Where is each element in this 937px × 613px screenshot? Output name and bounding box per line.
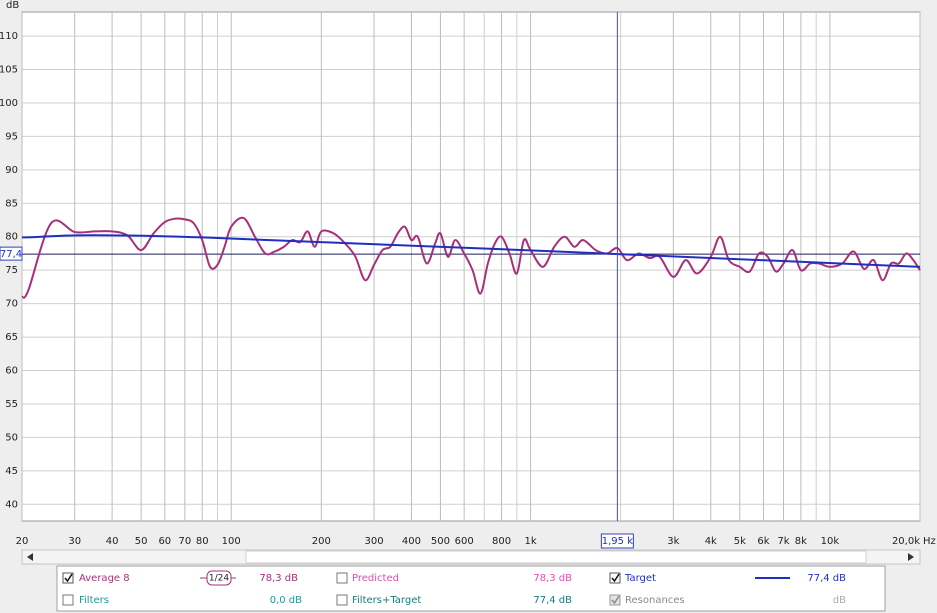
- x-tick-label: 70: [178, 536, 191, 547]
- x-tick-label: 3k: [667, 536, 679, 547]
- x-tick-label: 800: [492, 536, 511, 547]
- checkbox[interactable]: [62, 594, 74, 606]
- legend-label[interactable]: Predicted: [352, 573, 399, 584]
- x-tick-label: 100: [222, 536, 241, 547]
- scroll-left[interactable]: [27, 553, 33, 561]
- y-tick-label: 110: [0, 31, 18, 42]
- x-tick-label: 4k: [705, 536, 717, 547]
- checkbox[interactable]: [336, 594, 348, 606]
- x-tick-label: 10k: [821, 536, 840, 547]
- smoothing: 1/24: [209, 574, 229, 584]
- y-tick-label: 85: [5, 198, 18, 209]
- y-tick-label: 65: [5, 332, 18, 343]
- x-tick-label: 6k: [757, 536, 769, 547]
- y-tick-label: 45: [5, 466, 18, 477]
- legend-panel: [56, 565, 886, 612]
- readout: 77,4 dB: [533, 595, 572, 606]
- legend-label[interactable]: Average 8: [79, 573, 130, 584]
- y-tick-label: 60: [5, 366, 18, 377]
- x-tick-label: 20,0k: [892, 536, 920, 547]
- scroll-thumb[interactable]: [245, 550, 867, 564]
- legend-label[interactable]: Filters: [79, 595, 109, 606]
- x-tick-label: 500: [431, 536, 450, 547]
- x-tick-label: 600: [455, 536, 474, 547]
- checkbox[interactable]: [609, 594, 621, 606]
- panel-row: Filters 0,0 dB Filters+Target 77,4 dB Re…: [62, 594, 846, 606]
- y-tick-label: 80: [5, 232, 18, 243]
- x-tick-label: 8k: [795, 536, 807, 547]
- y-tick-label: 70: [5, 299, 18, 310]
- y-axis-label: dB: [6, 0, 19, 11]
- x-tick-label: 80: [196, 536, 209, 547]
- y-tick-label: 55: [5, 399, 18, 410]
- readout: 78,3 dB: [533, 573, 572, 584]
- series-line: [21, 216, 921, 299]
- legend-label[interactable]: Filters+Target: [352, 595, 421, 606]
- cursor-label: 1,95 k: [602, 536, 633, 547]
- readout: 78,3 dB: [259, 573, 298, 584]
- x-tick-label: 20: [16, 536, 29, 547]
- legend-label[interactable]: Target: [624, 573, 656, 584]
- reference-label: 77,4: [0, 249, 22, 260]
- checkbox[interactable]: [609, 572, 621, 584]
- legend-label[interactable]: Resonances: [625, 595, 685, 606]
- x-tick-label: 50: [135, 536, 148, 547]
- smoothing-box[interactable]: [206, 570, 232, 586]
- x-tick-label: 30: [68, 536, 81, 547]
- checkbox[interactable]: [62, 572, 74, 584]
- check: [64, 573, 73, 583]
- y-tick-label: 75: [5, 265, 18, 276]
- y-tick-label: 50: [5, 432, 18, 443]
- cursor-label-box: [600, 533, 634, 549]
- readout: 77,4 dB: [807, 573, 846, 584]
- scroll-right[interactable]: [908, 553, 914, 561]
- x-tick-label: 400: [402, 536, 421, 547]
- x-tick-label: 200: [312, 536, 331, 547]
- x-tick-label: 1k: [524, 536, 536, 547]
- x-tick-label: 60: [158, 536, 171, 547]
- x-tick-label: 40: [106, 536, 119, 547]
- x-tick-label: 7k: [777, 536, 789, 547]
- check: [611, 595, 620, 605]
- x-axis-label: Hz: [923, 536, 936, 547]
- x-tick-label: 300: [364, 536, 383, 547]
- readout: dB: [833, 595, 846, 606]
- y-tick-label: 40: [5, 499, 18, 510]
- series-line: [21, 234, 921, 268]
- panel-row: Average 8 1/24 78,3 dB Predicted 78,3 dB…: [62, 570, 846, 586]
- x-tick-label: 5k: [734, 536, 746, 547]
- y-tick-label: 100: [0, 98, 18, 109]
- y-tick-label: 105: [0, 65, 18, 76]
- reference-label-box: [0, 246, 23, 261]
- checkbox[interactable]: [336, 572, 348, 584]
- check: [611, 573, 620, 583]
- y-tick-label: 90: [5, 165, 18, 176]
- y-tick-label: 95: [5, 131, 18, 142]
- readout: 0,0 dB: [270, 595, 302, 606]
